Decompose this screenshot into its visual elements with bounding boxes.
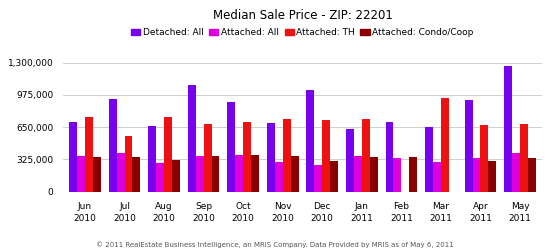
Text: May: May: [511, 202, 529, 211]
Legend: Detached: All, Attached: All, Attached: TH, Attached: Condo/Coop: Detached: All, Attached: All, Attached: …: [128, 24, 477, 41]
Bar: [362, 119, 370, 192]
Text: Sep: Sep: [195, 202, 212, 211]
Bar: [93, 157, 101, 192]
Text: 2010: 2010: [311, 214, 334, 223]
Bar: [69, 122, 77, 192]
Text: Aug: Aug: [155, 202, 173, 211]
Bar: [472, 158, 481, 192]
Bar: [330, 161, 338, 192]
Text: 2010: 2010: [153, 214, 175, 223]
Bar: [322, 120, 330, 192]
Bar: [85, 117, 93, 192]
Text: 2010: 2010: [271, 214, 294, 223]
Bar: [196, 156, 204, 192]
Text: 2011: 2011: [509, 214, 531, 223]
Bar: [433, 162, 441, 192]
Bar: [164, 117, 172, 192]
Bar: [133, 157, 140, 192]
Text: © 2011 RealEstate Business Intelligence, an MRIS Company. Data Provided by MRIS : © 2011 RealEstate Business Intelligence,…: [96, 241, 454, 248]
Bar: [425, 127, 433, 192]
Text: Apr: Apr: [472, 202, 488, 211]
Bar: [275, 162, 283, 192]
Bar: [528, 158, 536, 192]
Bar: [346, 129, 354, 192]
Text: 2011: 2011: [390, 214, 413, 223]
Bar: [290, 156, 299, 192]
Text: Oct: Oct: [235, 202, 251, 211]
Bar: [481, 125, 488, 192]
Text: 2010: 2010: [113, 214, 136, 223]
Bar: [172, 160, 180, 192]
Title: Median Sale Price - ZIP: 22201: Median Sale Price - ZIP: 22201: [212, 9, 393, 22]
Text: 2010: 2010: [232, 214, 255, 223]
Bar: [520, 124, 528, 192]
Text: Feb: Feb: [393, 202, 409, 211]
Bar: [243, 122, 251, 192]
Text: 2011: 2011: [469, 214, 492, 223]
Text: 2011: 2011: [350, 214, 373, 223]
Text: Mar: Mar: [432, 202, 449, 211]
Text: Nov: Nov: [274, 202, 292, 211]
Bar: [117, 153, 124, 192]
Text: Jul: Jul: [119, 202, 130, 211]
Bar: [306, 89, 315, 192]
Bar: [188, 85, 196, 192]
Bar: [441, 98, 449, 192]
Bar: [109, 99, 117, 192]
Text: Jun: Jun: [78, 202, 92, 211]
Bar: [512, 153, 520, 192]
Bar: [315, 165, 322, 192]
Bar: [409, 157, 417, 192]
Bar: [204, 124, 212, 192]
Text: Dec: Dec: [314, 202, 331, 211]
Bar: [77, 156, 85, 192]
Bar: [488, 161, 496, 192]
Bar: [465, 100, 472, 192]
Text: 2010: 2010: [74, 214, 96, 223]
Bar: [212, 156, 219, 192]
Bar: [124, 136, 133, 192]
Bar: [148, 126, 156, 192]
Bar: [235, 155, 243, 192]
Bar: [504, 66, 512, 192]
Bar: [370, 157, 378, 192]
Bar: [227, 102, 235, 192]
Bar: [267, 123, 275, 192]
Bar: [283, 119, 290, 192]
Text: 2010: 2010: [192, 214, 215, 223]
Bar: [251, 155, 259, 192]
Bar: [156, 163, 164, 192]
Text: 2011: 2011: [430, 214, 452, 223]
Bar: [386, 122, 393, 192]
Text: Jan: Jan: [355, 202, 368, 211]
Bar: [393, 158, 402, 192]
Bar: [354, 156, 362, 192]
